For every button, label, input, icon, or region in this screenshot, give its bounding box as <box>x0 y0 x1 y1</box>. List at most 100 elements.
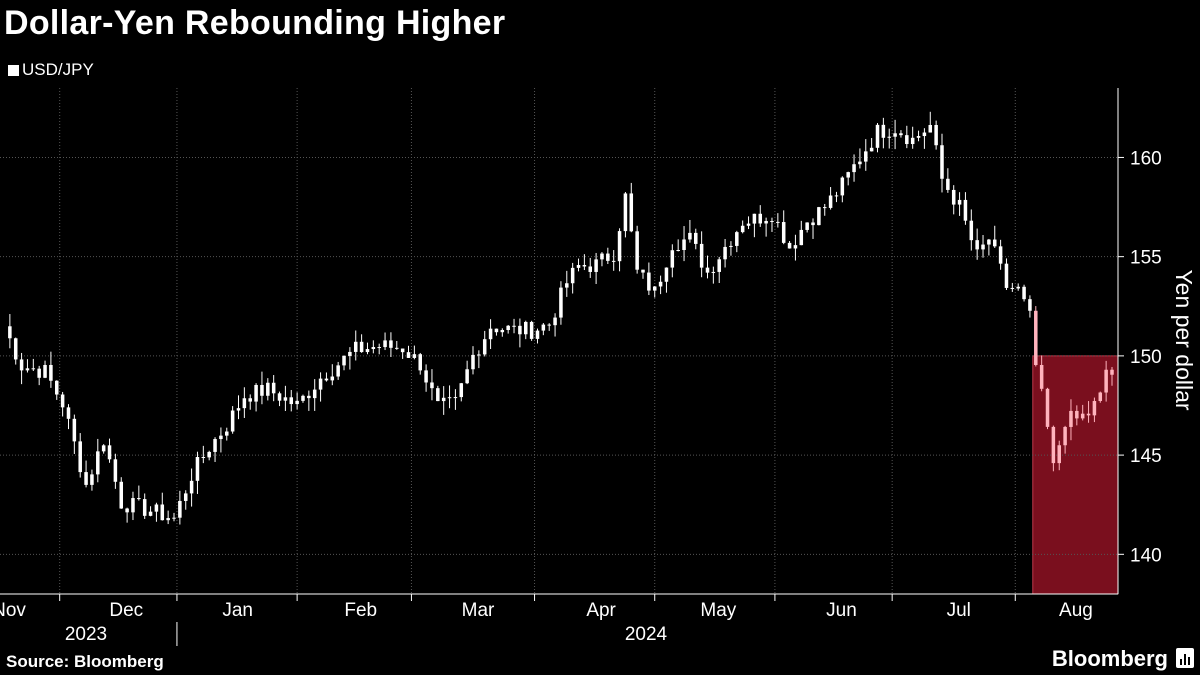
candle-body <box>629 193 634 232</box>
candle-body <box>371 347 376 350</box>
candle-body <box>25 368 30 371</box>
candle-body <box>236 408 241 411</box>
candle-body <box>682 239 686 251</box>
x-tick-label: Jan <box>222 600 253 621</box>
candle-body <box>1110 369 1114 375</box>
candle-body <box>582 265 587 267</box>
candle-body <box>1098 392 1103 402</box>
candle-body <box>219 435 223 440</box>
x-tick-label: Mar <box>462 600 495 621</box>
candle-body <box>447 397 452 399</box>
candle-body <box>963 199 968 221</box>
candle-body <box>647 272 651 291</box>
chart-title: Dollar-Yen Rebounding Higher <box>4 4 506 42</box>
candle-body <box>430 382 434 389</box>
candle-body <box>723 246 727 260</box>
candle-body <box>101 445 106 452</box>
candle-body <box>289 397 294 405</box>
candle-body <box>817 207 821 226</box>
candle-body <box>307 395 311 399</box>
candle-body <box>400 348 405 353</box>
candle-body <box>266 382 270 396</box>
x-tick-label: Nov <box>0 600 26 621</box>
candle-body <box>8 326 12 339</box>
candle-body <box>494 328 499 333</box>
candle-body <box>594 259 598 272</box>
candle-body <box>172 517 176 519</box>
candle-body <box>981 244 985 250</box>
candle-body <box>740 225 745 233</box>
candle-body <box>705 267 710 273</box>
candle-body <box>652 286 657 291</box>
candle-body <box>1075 410 1079 419</box>
candle-body <box>348 351 352 356</box>
candle-body <box>1092 401 1097 416</box>
candle-body <box>570 267 575 284</box>
candle-body <box>1028 299 1032 311</box>
candle-body <box>916 136 921 138</box>
candle-body <box>225 431 229 436</box>
candle-body <box>987 239 991 245</box>
x-tick-label: Feb <box>344 600 377 621</box>
candle-body <box>271 382 276 394</box>
candle-body <box>66 407 71 419</box>
candle-body <box>353 341 358 352</box>
candle-body <box>764 220 768 224</box>
candle-body <box>869 147 874 152</box>
candle-body <box>852 164 856 173</box>
candle-body <box>330 376 335 381</box>
candle-body <box>207 451 211 458</box>
candle-body <box>1016 286 1020 289</box>
candle-body <box>131 498 135 513</box>
candle-body <box>119 481 124 509</box>
candle-body <box>887 136 891 138</box>
candle-body <box>523 321 528 335</box>
candle-body <box>611 260 616 262</box>
candle-body <box>230 410 235 432</box>
candle-body <box>242 398 247 409</box>
candle-body <box>893 133 897 137</box>
candle-body <box>717 259 721 272</box>
candle-body <box>178 500 182 518</box>
candle-body <box>201 457 206 459</box>
candle-body <box>752 213 757 224</box>
candle-body <box>72 418 77 442</box>
candle-body <box>735 232 739 246</box>
x-tick-label: May <box>700 600 736 621</box>
candle-body <box>436 388 440 402</box>
candle-body <box>992 239 997 247</box>
candle-body <box>547 324 551 326</box>
candle-body <box>553 317 557 326</box>
candle-body <box>658 281 663 287</box>
y-tick-label: 145 <box>1130 446 1162 467</box>
candle-body <box>283 397 288 401</box>
candle-body <box>588 266 593 272</box>
candle-body <box>940 145 944 179</box>
candle-body <box>957 199 962 205</box>
candle-body <box>758 213 763 224</box>
candle-body <box>776 221 780 223</box>
candle-body <box>1039 364 1044 389</box>
candle-body <box>260 384 264 396</box>
candle-body <box>342 355 346 366</box>
candle-body <box>694 232 698 244</box>
y-tick-label: 140 <box>1130 545 1162 566</box>
candle-body <box>770 220 774 222</box>
candle-body <box>699 243 704 268</box>
candle-body <box>846 172 850 178</box>
y-tick-label: 150 <box>1130 347 1162 368</box>
candle-body <box>107 445 112 460</box>
candle-body <box>254 384 258 402</box>
candle-body <box>324 378 329 381</box>
candle-body <box>969 220 974 241</box>
candle-body <box>213 439 217 452</box>
candle-body <box>154 504 159 512</box>
candle-body <box>365 349 370 353</box>
candle-body <box>359 341 364 353</box>
candle-body <box>78 441 82 473</box>
candle-body <box>664 267 669 282</box>
candle-body <box>295 400 299 405</box>
candle-body <box>1057 445 1061 464</box>
candle-body <box>1069 410 1073 427</box>
